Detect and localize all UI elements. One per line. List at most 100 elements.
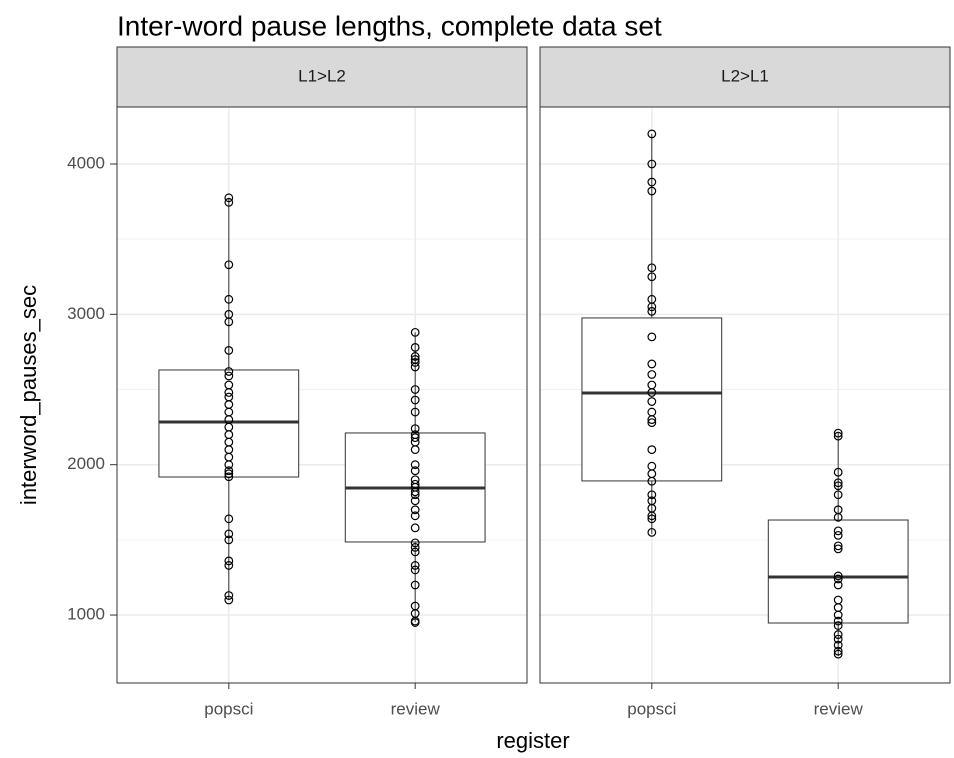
point (224, 460, 234, 470)
point (410, 460, 420, 470)
point (410, 523, 420, 533)
point (833, 431, 843, 441)
point (224, 193, 234, 203)
point (410, 511, 420, 521)
point (833, 478, 843, 488)
strip-label: L2>L1 (721, 66, 769, 85)
point (224, 367, 234, 376)
point (833, 467, 843, 477)
point (410, 561, 420, 570)
point (410, 433, 420, 443)
point (647, 527, 657, 537)
point (410, 496, 420, 506)
point (647, 370, 657, 379)
point (647, 418, 657, 427)
point (410, 538, 420, 548)
point (410, 466, 420, 476)
point (647, 415, 657, 424)
point (224, 514, 234, 524)
panel-border (539, 106, 951, 684)
point (647, 445, 657, 455)
point (647, 514, 657, 524)
point (833, 526, 843, 536)
box (581, 317, 723, 482)
point (410, 424, 420, 434)
y-axis-label: interword_pauses_sec (16, 285, 41, 505)
point (647, 476, 657, 486)
point (224, 260, 234, 270)
point (833, 621, 843, 630)
point (833, 512, 843, 522)
point (833, 428, 843, 438)
point (647, 263, 657, 273)
point (647, 177, 657, 187)
point (224, 469, 234, 479)
point (833, 610, 843, 620)
point (410, 490, 420, 500)
point (224, 595, 234, 605)
x-axis-label: register (496, 728, 569, 753)
point (833, 580, 843, 590)
point (224, 294, 234, 304)
point (410, 385, 420, 394)
point (833, 544, 843, 554)
point (410, 547, 420, 557)
box (767, 519, 909, 624)
point (410, 358, 420, 367)
point (647, 359, 657, 369)
point (410, 580, 420, 590)
panel-border (116, 106, 528, 684)
point (833, 649, 843, 659)
strip (116, 46, 528, 108)
point (410, 362, 420, 372)
point (224, 388, 234, 397)
point (647, 129, 657, 139)
point (833, 481, 843, 491)
point (224, 561, 234, 570)
x-tick-label: popsci (627, 699, 676, 718)
point (833, 616, 843, 626)
point (224, 466, 234, 476)
point (833, 640, 843, 650)
point (410, 395, 420, 405)
point (647, 388, 657, 397)
point (647, 159, 657, 169)
x-tick-label: review (391, 699, 441, 718)
x-tick-label: popsci (204, 699, 253, 718)
point (647, 272, 657, 282)
point (647, 490, 657, 500)
point (833, 571, 843, 581)
point (647, 397, 657, 406)
point (410, 445, 420, 455)
point (224, 472, 234, 482)
point (224, 317, 234, 327)
point (833, 490, 843, 500)
point (833, 646, 843, 656)
point (410, 343, 420, 352)
point (833, 574, 843, 584)
y-tick-label: 4000 (67, 153, 105, 172)
point (410, 407, 420, 417)
strip (539, 46, 951, 108)
point (224, 197, 234, 207)
point (833, 530, 843, 540)
chart-title: Inter-word pause lengths, complete data … (117, 10, 662, 41)
point (647, 511, 657, 521)
point (224, 535, 234, 545)
point (410, 565, 420, 575)
point (224, 371, 234, 381)
point (647, 302, 657, 312)
point (410, 618, 420, 627)
point (410, 352, 420, 361)
point (833, 630, 843, 639)
point (224, 346, 234, 355)
point (647, 332, 657, 342)
point (647, 186, 657, 196)
y-tick-label: 1000 (67, 605, 105, 624)
point (833, 634, 843, 644)
point (410, 505, 420, 515)
y-tick-label: 2000 (67, 454, 105, 473)
point (647, 306, 657, 316)
point (833, 541, 843, 551)
